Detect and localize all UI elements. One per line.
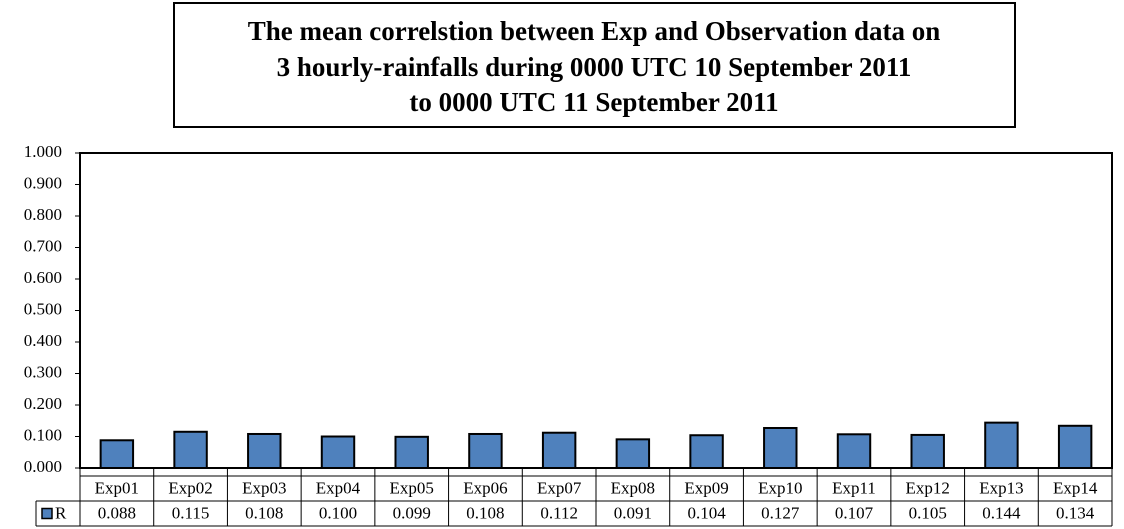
bar bbox=[99, 439, 135, 469]
bar bbox=[910, 433, 945, 469]
y-tick-label: 0.600 bbox=[24, 268, 62, 287]
y-tick-label: 1.000 bbox=[24, 142, 62, 161]
value-label: 0.105 bbox=[909, 503, 947, 522]
bar bbox=[468, 432, 503, 470]
legend-label: R bbox=[55, 503, 67, 522]
x-tick-label: Exp04 bbox=[316, 478, 361, 497]
bar bbox=[836, 433, 872, 470]
bar bbox=[247, 432, 282, 470]
x-tick-label: Exp01 bbox=[95, 478, 139, 497]
y-tick-label: 0.500 bbox=[24, 299, 62, 318]
y-tick-label: 0.300 bbox=[24, 362, 62, 381]
value-label: 0.134 bbox=[1056, 503, 1095, 522]
value-label: 0.099 bbox=[393, 503, 431, 522]
x-tick-label: Exp14 bbox=[1053, 478, 1098, 497]
y-tick-label: 0.900 bbox=[24, 173, 62, 192]
x-tick-label: Exp05 bbox=[390, 478, 434, 497]
value-label: 0.115 bbox=[172, 503, 210, 522]
value-label: 0.107 bbox=[835, 503, 874, 522]
chart-title: The mean correlstion between Exp and Obs… bbox=[248, 16, 941, 46]
value-label: 0.108 bbox=[466, 503, 504, 522]
bar bbox=[1057, 424, 1093, 470]
x-tick-label: Exp13 bbox=[979, 478, 1023, 497]
value-label: 0.088 bbox=[98, 503, 136, 522]
x-tick-label: Exp12 bbox=[906, 478, 950, 497]
x-tick-label: Exp11 bbox=[832, 478, 876, 497]
bar bbox=[689, 434, 724, 469]
bar bbox=[541, 431, 577, 469]
value-label: 0.112 bbox=[540, 503, 578, 522]
value-label: 0.091 bbox=[614, 503, 652, 522]
bar bbox=[984, 421, 1019, 470]
value-label: 0.127 bbox=[761, 503, 800, 522]
title-box bbox=[173, 2, 1016, 128]
plot-area bbox=[79, 152, 1113, 469]
value-label: 0.100 bbox=[319, 503, 357, 522]
bar bbox=[173, 430, 208, 469]
chart-title: 3 hourly-rainfalls during 0000 UTC 10 Se… bbox=[277, 52, 912, 82]
x-tick-label: Exp10 bbox=[758, 478, 802, 497]
y-tick-label: 0.100 bbox=[24, 425, 62, 444]
y-tick-label: 0.200 bbox=[24, 394, 62, 413]
y-tick-label: 0.800 bbox=[24, 205, 62, 224]
bar bbox=[394, 435, 429, 470]
x-tick-label: Exp08 bbox=[611, 478, 655, 497]
x-tick-label: Exp02 bbox=[168, 478, 212, 497]
bar bbox=[320, 435, 356, 469]
y-tick-label: 0.400 bbox=[24, 331, 62, 350]
value-label: 0.104 bbox=[687, 503, 726, 522]
legend-marker bbox=[41, 507, 53, 520]
value-label: 0.108 bbox=[245, 503, 283, 522]
x-tick-label: Exp03 bbox=[242, 478, 286, 497]
x-tick-label: Exp07 bbox=[537, 478, 582, 497]
chart-title: to 0000 UTC 11 September 2011 bbox=[409, 87, 778, 117]
bar bbox=[615, 438, 651, 469]
y-tick-label: 0.700 bbox=[24, 236, 62, 255]
y-tick-label: 0.000 bbox=[24, 457, 62, 476]
value-label: 0.144 bbox=[982, 503, 1021, 522]
x-tick-label: Exp09 bbox=[684, 478, 728, 497]
x-tick-label: Exp06 bbox=[463, 478, 507, 497]
bar bbox=[763, 426, 798, 469]
